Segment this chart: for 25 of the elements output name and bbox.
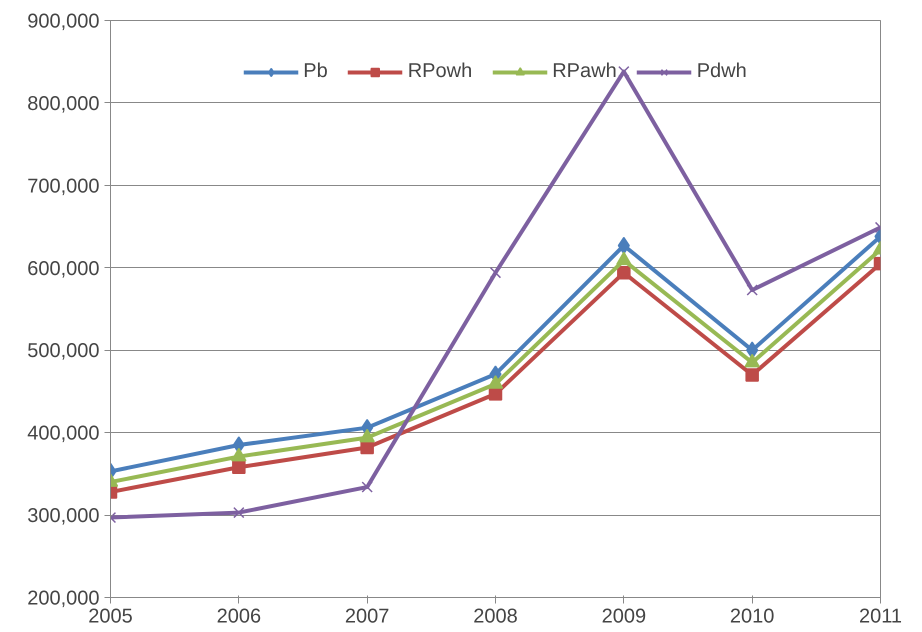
y-tick-label: 900,000 [27, 10, 100, 32]
x-tick-label: 2008 [473, 606, 518, 628]
x-tick-label: 2010 [730, 606, 774, 628]
y-tick-label: 400,000 [27, 422, 100, 445]
y-tick-label: 500,000 [27, 340, 100, 362]
point [618, 66, 630, 78]
point [232, 460, 246, 474]
point [233, 506, 245, 518]
y-tick-label: 700,000 [27, 175, 100, 198]
x-tick-label: 2009 [602, 606, 646, 628]
legend-label: RPowh [408, 60, 472, 83]
y-tick-label: 800,000 [27, 92, 100, 115]
legend-label: Pb [303, 60, 328, 83]
point [617, 266, 631, 280]
x-tick-label: 2006 [216, 606, 262, 628]
point [361, 481, 373, 493]
y-tick-label: 600,000 [27, 258, 100, 280]
point [745, 368, 759, 382]
point [746, 284, 758, 296]
point [490, 267, 502, 278]
y-tick-label: 300,000 [27, 505, 100, 528]
legend-label: Pdwh [696, 60, 747, 83]
legend-label: RPawh [552, 60, 617, 83]
x-tick-label: 2007 [344, 606, 390, 628]
x-tick-label: 2011 [858, 606, 902, 628]
